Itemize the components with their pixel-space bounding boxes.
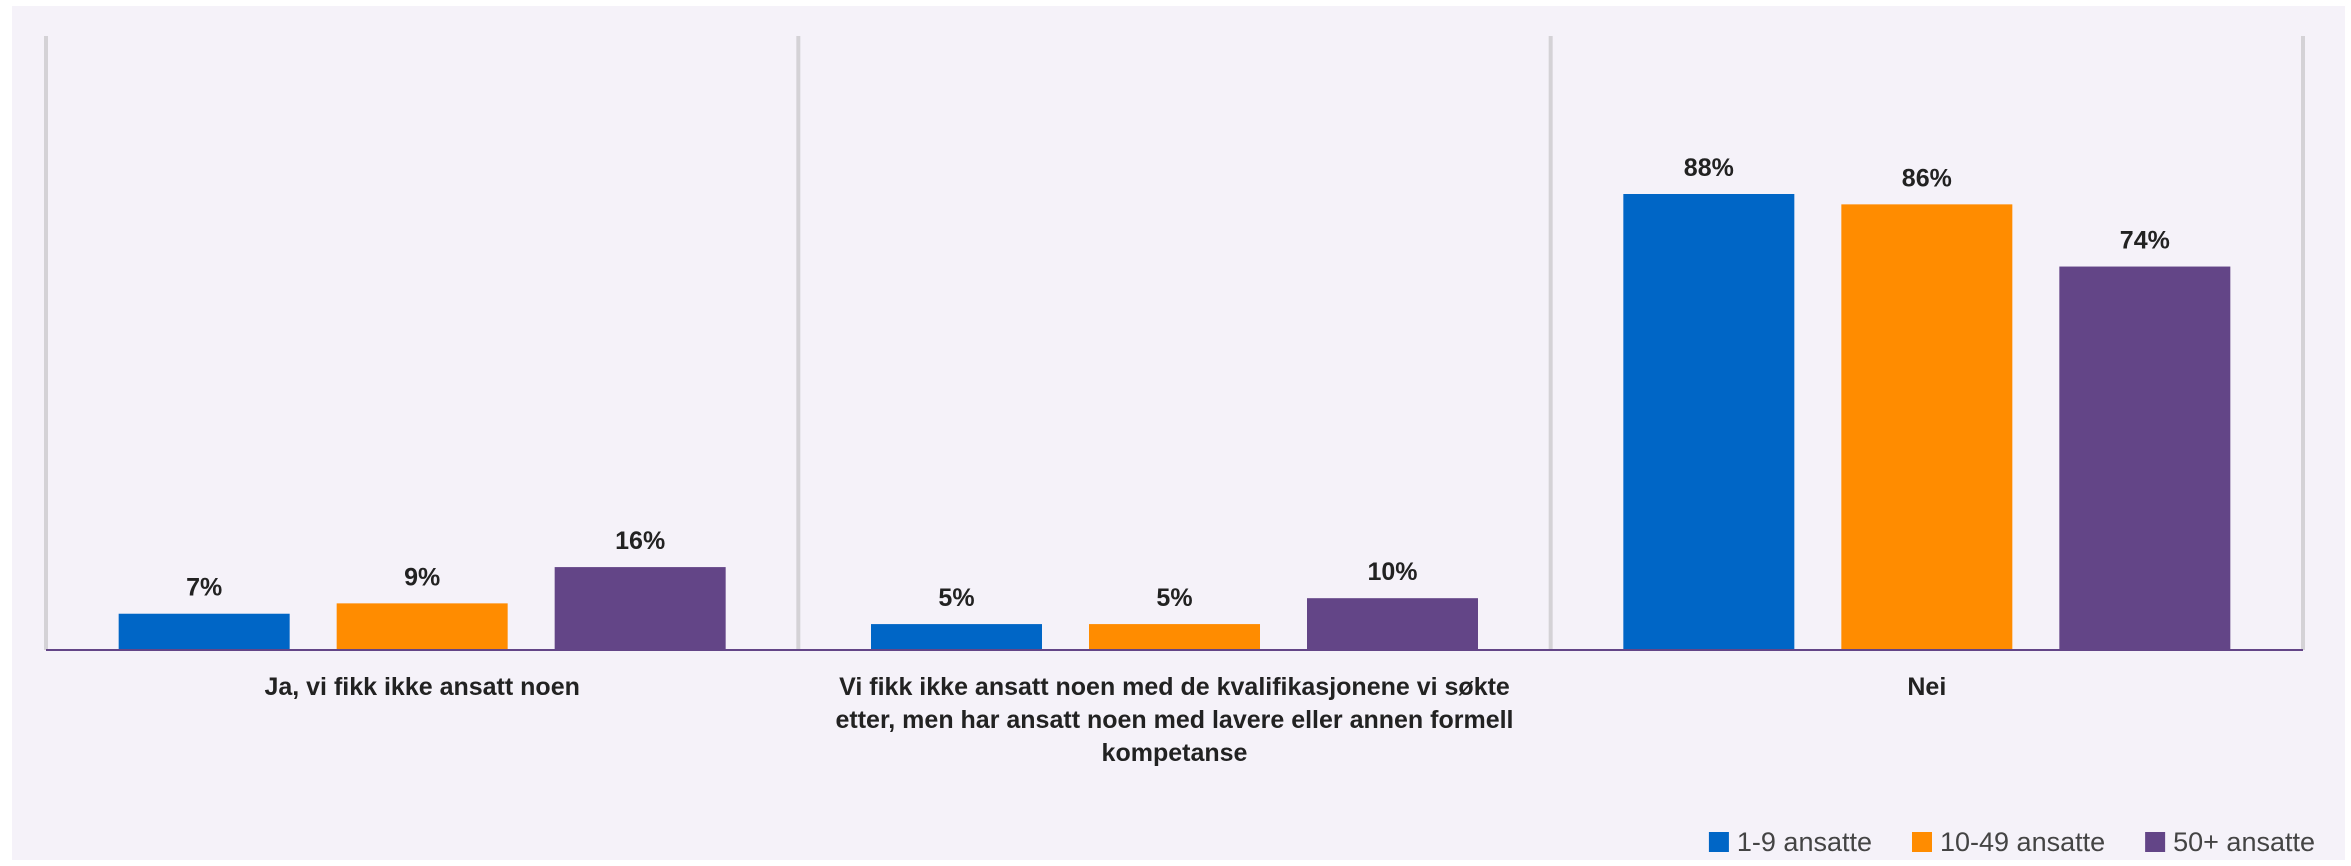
legend-label: 1-9 ansatte [1737, 827, 1872, 857]
data-label: 7% [186, 574, 222, 602]
bar-10-49-ansatte [336, 603, 508, 650]
data-label: 9% [404, 563, 440, 591]
legend-swatch [2145, 832, 2166, 852]
bar-50-ansatte [2059, 266, 2231, 650]
category-label: Vi fikk ikke ansatt noen med de kvalifik… [835, 673, 1513, 767]
category-label-line: Nei [1907, 673, 1946, 701]
bar-10-49-ansatte [1089, 624, 1260, 650]
legend-item-1-9-ansatte: 1-9 ansatte [1708, 827, 1872, 857]
data-label: 16% [615, 527, 665, 555]
data-label: 74% [2120, 227, 2170, 255]
bar-1-9-ansatte [1623, 194, 1795, 650]
bars [118, 194, 2231, 650]
data-label: 10% [1367, 558, 1417, 586]
legend-item-50-ansatte: 50+ ansatte [2145, 827, 2315, 857]
chart-panel: 7% 9% 16% 5% 5% 10% 88% 86% 74% Ja, vi fikk ikke… [12, 6, 2345, 860]
legend-label: 10-49 ansatte [1940, 827, 2105, 857]
data-label: 86% [1902, 164, 1952, 192]
legend-swatch [1708, 832, 1729, 852]
legend-item-10-49-ansatte: 10-49 ansatte [1912, 827, 2105, 857]
category-label-line: Ja, vi fikk ikke ansatt noen [264, 673, 579, 701]
legend-label: 50+ ansatte [2173, 827, 2315, 857]
bar-1-9-ansatte [871, 624, 1042, 650]
bar-chart: 7% 9% 16% 5% 5% 10% 88% 86% 74% Ja, vi fikk ikke… [44, 36, 2315, 857]
category-label-line: Vi fikk ikke ansatt noen med de kvalifik… [839, 673, 1510, 701]
data-label: 5% [938, 584, 974, 612]
category-separators [44, 36, 2305, 650]
category-label-line: kompetanse [1102, 739, 1248, 767]
category-label: Nei [1907, 673, 1946, 701]
category-label: Ja, vi fikk ikke ansatt noen [264, 673, 579, 701]
data-labels: 7% 9% 16% 5% 5% 10% 88% 86% 74% [186, 154, 2170, 612]
category-label-line: etter, men har ansatt noen med lavere el… [835, 706, 1513, 734]
bar-50-ansatte [1307, 598, 1478, 650]
data-label: 88% [1684, 154, 1734, 182]
legend: 1-9 ansatte 10-49 ansatte 50+ ansatte [1708, 827, 2315, 857]
category-labels: Ja, vi fikk ikke ansatt noen Vi fikk ikke… [264, 673, 1946, 767]
legend-swatch [1912, 832, 1932, 852]
bar-10-49-ansatte [1841, 204, 2013, 650]
bar-1-9-ansatte [118, 613, 290, 650]
bar-50-ansatte [554, 567, 726, 650]
data-label: 5% [1156, 584, 1192, 612]
